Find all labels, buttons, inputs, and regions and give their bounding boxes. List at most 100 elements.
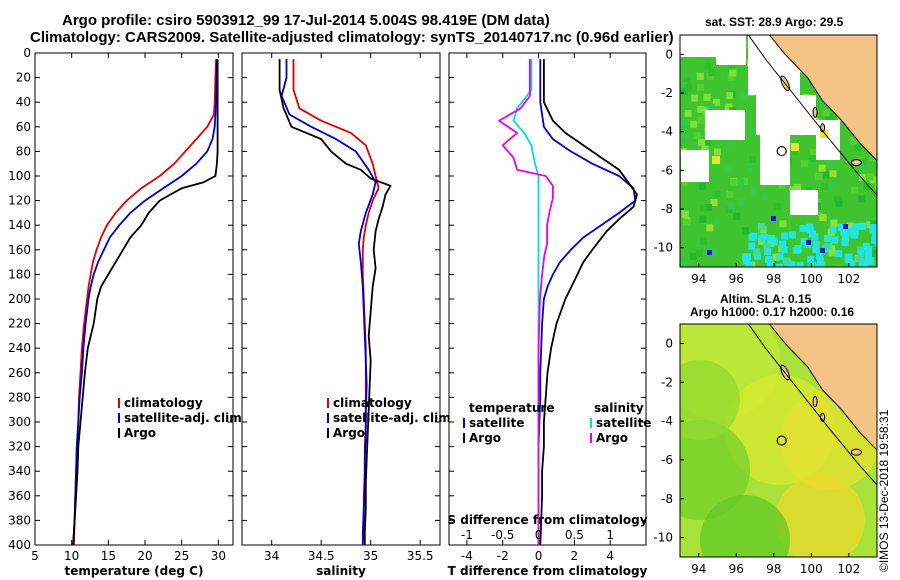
sst-pixel	[773, 203, 781, 211]
x-tick-label: 0	[535, 549, 543, 563]
map-field	[680, 324, 877, 557]
sst-pixel-cyan	[760, 233, 768, 241]
series-t-argo	[539, 59, 638, 546]
sst-pixel-cyan	[799, 225, 807, 233]
sst-pixel	[691, 94, 699, 102]
sst-pixel	[859, 158, 867, 166]
map-y-tick-label: -6	[661, 453, 673, 467]
sst-gap	[756, 95, 816, 135]
sst-pixel	[772, 253, 780, 261]
sst-pixel-blue	[806, 240, 811, 245]
sst-pixel	[696, 72, 704, 80]
sst-gap	[760, 135, 790, 185]
sla-blob	[680, 420, 750, 520]
sst-pixel	[830, 116, 838, 124]
map-y-tick-label: -2	[661, 375, 673, 389]
sst-pixel-cyan	[807, 255, 815, 263]
sst-gap	[681, 150, 709, 182]
sst-pixel	[703, 93, 711, 101]
sst-pixel	[680, 261, 688, 267]
x-tick-label: 25	[174, 549, 189, 563]
sst-pixel-cyan	[855, 255, 863, 263]
y-tick-label: 200	[8, 292, 31, 306]
panel-temperature: 0 20 40 60 80 100 120 140 160 180 200 220 240 260 280 3…	[8, 46, 246, 578]
map-y-tick-label: -2	[661, 86, 673, 100]
sst-pixel	[737, 198, 745, 206]
sst-pixel	[726, 190, 734, 198]
sst-pixel	[713, 219, 721, 227]
y-tick-label: 80	[16, 144, 31, 158]
sst-pixel-cyan	[823, 243, 831, 251]
map-y-tick-label: -10	[653, 241, 673, 255]
sst-pixel	[703, 243, 711, 251]
sst-pixel	[708, 69, 716, 77]
sst-pixel-cyan	[776, 253, 784, 261]
legend-label: climatology	[124, 396, 203, 410]
x-tick-label: 10	[64, 549, 79, 563]
sst-pixel	[854, 144, 862, 152]
sst-pixel	[810, 148, 818, 156]
sst-pixel-cyan	[808, 263, 816, 267]
sst-pixel	[712, 98, 720, 106]
y-tick-label: 120	[8, 194, 31, 208]
sst-pixel-cyan	[817, 261, 825, 267]
sst-pixel-cyan	[745, 263, 753, 267]
sst-pixel	[682, 218, 690, 226]
sst-pixel-yellow	[712, 156, 720, 164]
y-tick-label: 180	[8, 267, 31, 281]
sst-pixel	[741, 227, 749, 235]
map-sla: 94 96 98 100 102 0 -2 -4 -6 -8 -10	[653, 323, 878, 576]
sst-pixel	[846, 222, 854, 230]
sst-pixel-cyan	[844, 255, 852, 263]
x-tick-label: 2	[571, 549, 579, 563]
island-sipora	[812, 396, 818, 408]
sst-pixel	[725, 104, 733, 112]
sst-pixel-cyan	[864, 251, 872, 259]
s-tick-label: 1	[606, 528, 614, 542]
y-tick-label: 240	[8, 341, 31, 355]
sst-pixel	[728, 63, 736, 71]
sst-pixel-cyan	[852, 223, 860, 231]
sst-pixel	[693, 132, 701, 140]
plot-title-line1: Argo profile: csiro 5903912_99 17-Jul-20…	[62, 12, 550, 29]
sst-pixel	[697, 105, 705, 113]
sst-pixel	[699, 204, 707, 212]
legend-label: Argo	[333, 426, 365, 440]
y-tick-label: 20	[16, 71, 31, 85]
sst-pixel	[822, 109, 830, 117]
map-y-tick-label: -4	[661, 414, 673, 428]
sst-pixel	[680, 178, 688, 186]
sst-pixel-cyan	[779, 240, 787, 248]
series-s-argo	[498, 59, 554, 545]
sst-pixel	[833, 195, 841, 203]
sst-pixel	[683, 77, 691, 85]
sst-pixel	[830, 219, 838, 227]
sst-pixel	[835, 264, 843, 267]
legend-label: satellite-adj. clim.	[333, 411, 455, 425]
legend-label: Argo	[124, 426, 156, 440]
x-tick-label: 34	[264, 549, 279, 563]
sst-pixel-cyan	[748, 242, 756, 250]
sst-pixel	[698, 138, 706, 146]
sst-pixel	[815, 173, 823, 181]
sst-pixel-cyan	[841, 234, 849, 242]
sst-pixel	[850, 137, 858, 145]
map-x-tick-label: 100	[800, 272, 823, 286]
sst-pixel	[713, 148, 721, 156]
sst-pixel-cyan	[872, 232, 877, 240]
sst-pixel-cyan	[859, 261, 867, 267]
panel-difference: -4 -2 0 2 4T difference from climatology temp…	[447, 52, 651, 578]
sst-pixel-cyan	[780, 246, 788, 254]
x-tick-label: 35.5	[407, 549, 434, 563]
map-x-tick-label: 98	[766, 272, 781, 286]
map-y-tick-label: -4	[661, 125, 673, 139]
sst-pixel-cyan	[812, 246, 820, 254]
sst-pixel	[750, 128, 758, 136]
x-tick-label: -2	[497, 549, 509, 563]
sst-pixel-cyan	[858, 222, 866, 230]
legend-label: satellite	[596, 416, 651, 430]
sst-pixel-cyan	[770, 238, 778, 246]
sst-pixel	[869, 154, 877, 162]
sst-pixel	[778, 181, 786, 189]
map-y-tick-label: -10	[653, 531, 673, 545]
